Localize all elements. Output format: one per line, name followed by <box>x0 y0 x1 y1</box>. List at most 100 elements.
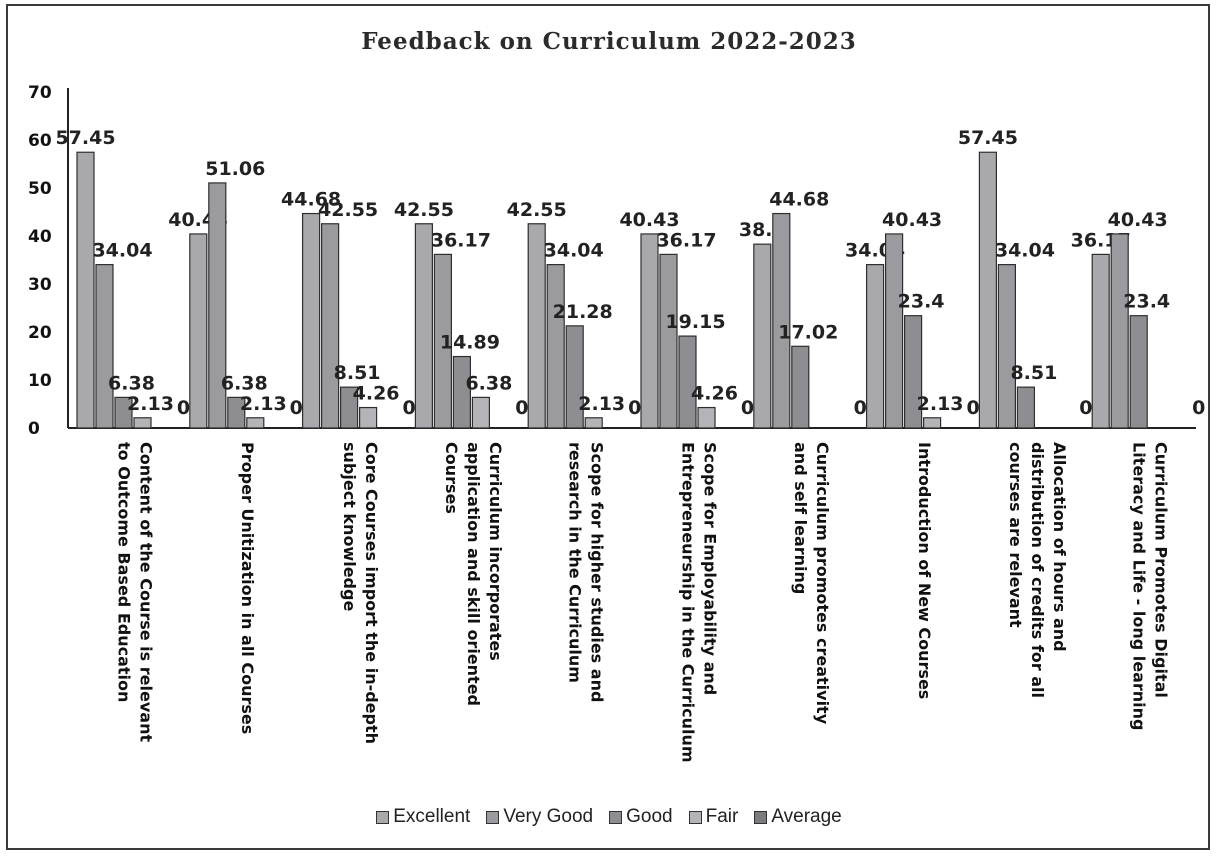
bar-fair <box>359 406 378 429</box>
data-label: 0 <box>966 397 979 419</box>
bar-excellent <box>978 151 998 429</box>
bar-very-good <box>772 212 791 429</box>
data-label: 34.04 <box>92 240 152 262</box>
y-tick-label: 60 <box>28 131 52 151</box>
data-label: 51.06 <box>205 158 265 180</box>
legend-item: Good <box>609 806 673 828</box>
chart-title: Feedback on Curriculum 2022-2023 <box>361 28 857 55</box>
bar-good <box>114 396 133 429</box>
data-label: 40.43 <box>619 209 679 231</box>
data-label: 0 <box>854 397 867 419</box>
bar-very-good <box>208 182 227 429</box>
bar-fair <box>922 417 942 429</box>
data-label: 23.4 <box>898 291 945 313</box>
x-tick-label: Scope for higher studies and <box>588 442 607 702</box>
bar-good <box>1016 386 1036 429</box>
x-tick-label: Curriculum Promotes Digital <box>1152 442 1171 698</box>
bar-fair <box>133 417 152 429</box>
bar-good <box>678 335 697 429</box>
x-tick-label: Literacy and Life - long learning <box>1130 442 1149 730</box>
y-tick-label: 70 <box>28 83 52 103</box>
legend-swatch <box>754 810 768 824</box>
data-label: 6.38 <box>108 372 155 394</box>
legend-label: Excellent <box>393 806 471 827</box>
y-tick-label: 10 <box>28 371 52 391</box>
data-label: 34.04 <box>995 240 1055 262</box>
bar-very-good <box>433 253 452 429</box>
data-label: 2.13 <box>578 393 625 415</box>
data-label: 44.68 <box>281 189 341 211</box>
bar-fair <box>584 417 603 429</box>
data-label: 36.17 <box>656 229 716 251</box>
bar-very-good <box>95 264 114 429</box>
bar-excellent <box>527 223 546 429</box>
x-tick-label: courses are relevant <box>1006 442 1025 628</box>
bar-very-good <box>546 264 565 429</box>
x-tick-label: Curriculum incorporates <box>486 442 505 661</box>
data-label: 4.26 <box>691 383 738 405</box>
data-label: 0 <box>290 397 303 419</box>
data-label: 8.51 <box>1010 362 1057 384</box>
bar-good <box>452 355 471 429</box>
data-label: 44.68 <box>769 189 829 211</box>
legend-item: Very Good <box>486 806 593 828</box>
data-label: 2.13 <box>917 393 964 415</box>
y-tick-label: 30 <box>28 275 52 295</box>
bar-very-good <box>321 223 340 429</box>
data-label: 57.45 <box>958 127 1018 149</box>
chart-legend: Excellent Very Good Good Fair Average <box>0 806 1218 828</box>
bar-good <box>903 315 923 429</box>
bar-excellent <box>414 223 433 429</box>
data-label: 21.28 <box>553 301 613 323</box>
bar-very-good <box>884 233 904 429</box>
x-tick-label: Content of the Course is relevant <box>136 442 155 742</box>
bar-good <box>227 396 246 429</box>
data-label: 6.38 <box>465 372 512 394</box>
data-label: 0 <box>1079 397 1092 419</box>
data-label: 0 <box>741 397 754 419</box>
y-tick-label: 50 <box>28 179 52 199</box>
x-tick-label: to Outcome Based Education <box>114 442 133 702</box>
legend-swatch <box>376 810 390 824</box>
legend-label: Fair <box>705 806 739 827</box>
bar-good <box>791 345 810 429</box>
x-tick-label: Courses <box>442 442 461 514</box>
data-label: 0 <box>515 397 528 419</box>
legend-swatch <box>486 810 500 824</box>
legend-item: Excellent <box>376 806 470 828</box>
bar-excellent <box>76 151 95 429</box>
data-label: 42.55 <box>507 199 567 221</box>
data-label: 17.02 <box>778 321 838 343</box>
data-label: 57.45 <box>55 127 115 149</box>
y-tick-label: 20 <box>28 323 52 343</box>
data-label: 4.26 <box>353 383 400 405</box>
x-tick-label: Scope for Employability and <box>700 442 719 695</box>
data-label: 2.13 <box>127 393 174 415</box>
data-label: 8.51 <box>334 362 381 384</box>
data-label: 42.55 <box>394 199 454 221</box>
data-label: 14.89 <box>440 332 500 354</box>
legend-label: Good <box>626 806 673 827</box>
data-label: 0 <box>177 397 190 419</box>
bar-very-good <box>659 253 678 429</box>
data-label: 40.43 <box>882 209 942 231</box>
bar-good <box>1129 315 1148 429</box>
bar-excellent <box>640 233 659 429</box>
x-tick-label: Entrepreneurship in the Curriculum <box>678 442 697 763</box>
legend-label: Average <box>771 806 842 827</box>
bar-excellent <box>302 212 321 429</box>
data-label: 0 <box>402 397 415 419</box>
data-label: 23.4 <box>1123 291 1170 313</box>
legend-item: Average <box>754 806 842 828</box>
x-tick-label: Introduction of New Courses <box>915 442 934 699</box>
y-tick-label: 0 <box>28 419 40 439</box>
legend-swatch <box>609 810 623 824</box>
legend-swatch <box>688 810 702 824</box>
data-label: 0 <box>628 397 641 419</box>
bar-excellent <box>865 264 885 429</box>
bar-fair <box>697 406 716 429</box>
x-tick-label: Allocation of hours and <box>1050 442 1069 652</box>
data-label: 40.43 <box>1108 209 1168 231</box>
data-label: 2.13 <box>240 393 287 415</box>
